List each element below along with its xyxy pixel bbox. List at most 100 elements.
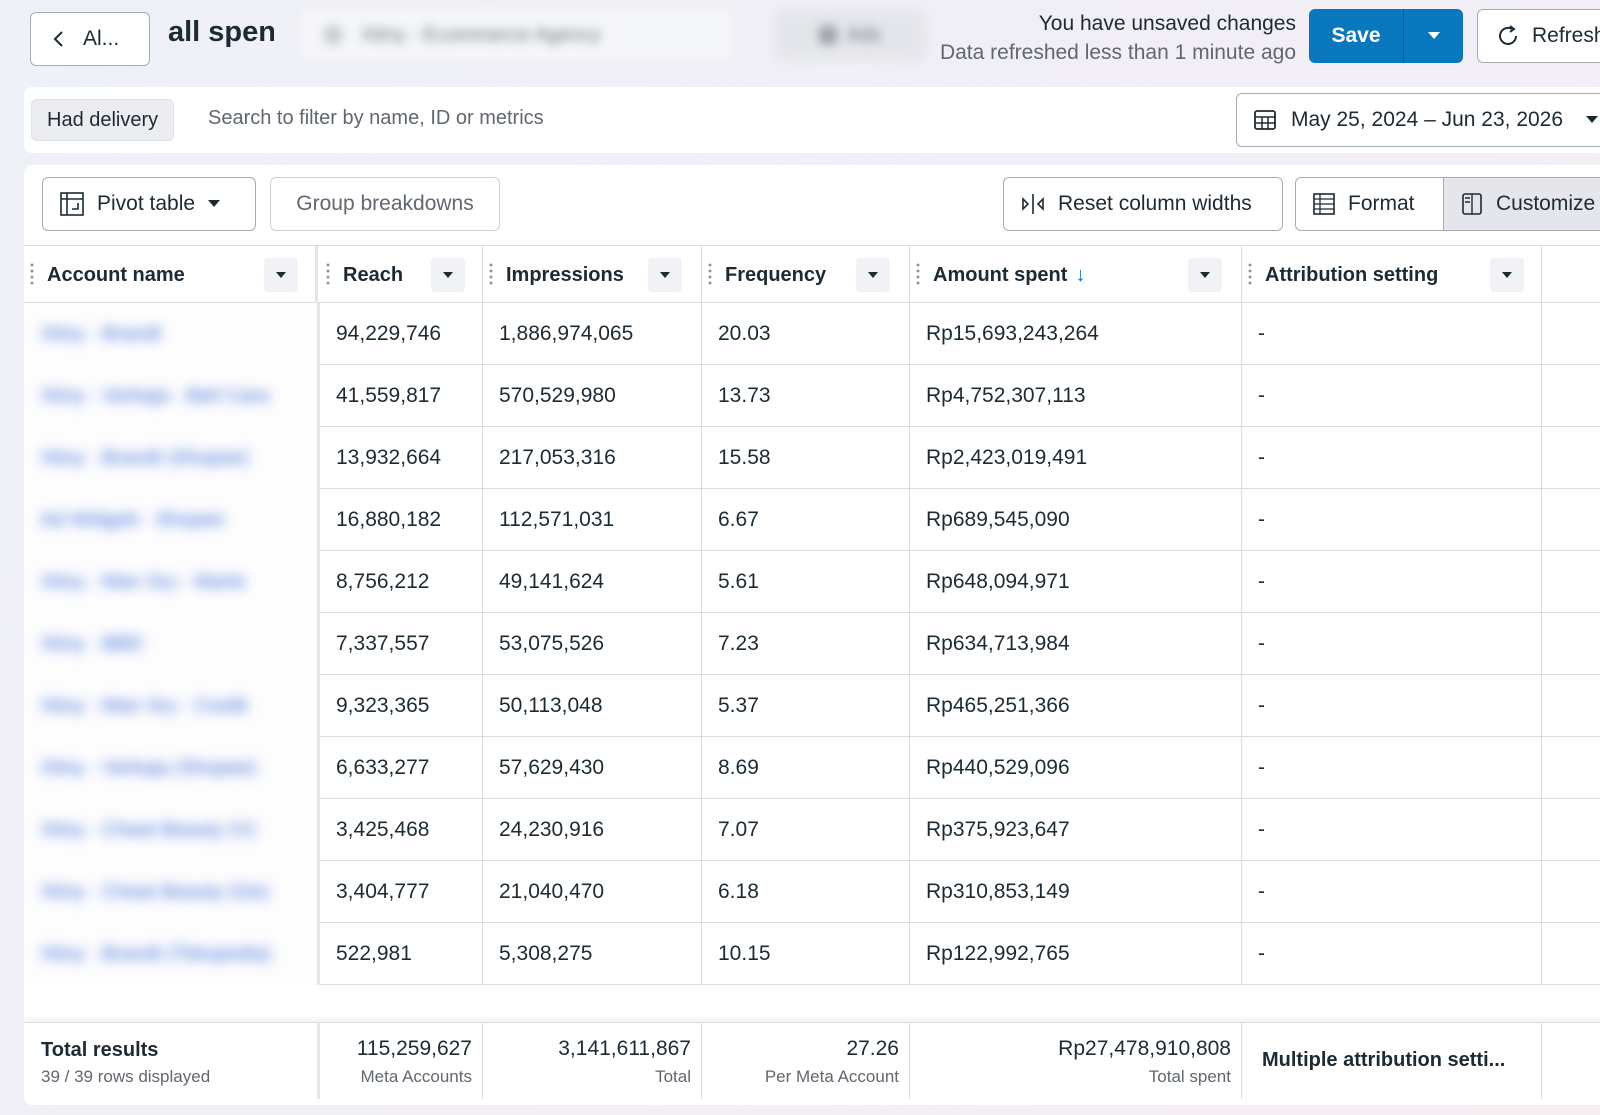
column-header-frequency[interactable]: Frequency xyxy=(702,246,910,304)
reach-cell: 7,337,557 xyxy=(320,613,483,675)
search-input[interactable]: Search to filter by name, ID or metrics xyxy=(208,107,544,129)
had-delivery-filter-chip[interactable]: Had delivery xyxy=(31,99,175,141)
column-header-impressions[interactable]: Impressions xyxy=(483,246,702,304)
frequency-cell: 6.18 xyxy=(702,861,910,923)
column-label: Frequency xyxy=(725,263,827,286)
account-name-cell[interactable]: Xtiny - Verkaja - Beli Cara xyxy=(24,365,320,427)
table-row[interactable]: Xtiny - Verkaja (Shopee) 6,633,277 57,629,… xyxy=(24,737,1600,799)
account-name-cell[interactable]: Ad Widgett - Shopee xyxy=(24,489,320,551)
column-menu-button[interactable] xyxy=(431,258,465,292)
impressions-cell: 21,040,470 xyxy=(483,861,702,923)
totals-frequency-value: 27.26 xyxy=(846,1037,899,1060)
attribution-cell-text: - xyxy=(1258,756,1265,779)
account-name-cell[interactable]: Xtiny - BBD xyxy=(24,613,320,675)
table-row[interactable]: Xtiny - Brandt 94,229,746 1,886,974,065 20.… xyxy=(24,303,1600,365)
column-label-text: Amount spent xyxy=(933,263,1068,286)
amount-spent-cell-text: Rp2,423,019,491 xyxy=(926,446,1088,469)
table-row[interactable]: Ad Widgett - Shopee 16,880,182 112,571,031… xyxy=(24,489,1600,551)
column-menu-button[interactable] xyxy=(1188,258,1222,292)
table-row[interactable]: Xtiny - Cheat Beauty (Ge) 3,404,777 21,040… xyxy=(24,861,1600,923)
account-name-cell[interactable]: Xtiny - Brandt (Tokopedia) xyxy=(24,923,320,985)
frequency-cell: 5.37 xyxy=(702,675,910,737)
account-name-cell-text[interactable]: Xtiny - Brandt (Tokopedia) xyxy=(40,942,272,965)
account-name-cell-text[interactable]: Xtiny - BBD xyxy=(40,632,144,655)
sort-descending-icon[interactable]: ↓ xyxy=(1075,263,1086,286)
group-breakdowns-button[interactable]: Group breakdowns xyxy=(270,177,500,231)
table-row[interactable]: Xtiny - Man Sry - Credit 9,323,365 50,113,… xyxy=(24,675,1600,737)
reach-cell-text: 16,880,182 xyxy=(336,508,442,531)
column-menu-button[interactable] xyxy=(648,258,682,292)
column-header-attribution[interactable]: Attribution setting xyxy=(1242,246,1542,304)
column-menu-button[interactable] xyxy=(856,258,890,292)
account-name-cell-text[interactable]: Xtiny - Cheat Beauty (Ge) xyxy=(40,880,269,903)
column-menu-button[interactable] xyxy=(264,258,298,292)
table-row[interactable]: Xtiny - Cheat Beauty (V) 3,425,468 24,230,… xyxy=(24,799,1600,861)
pivot-table-button[interactable]: Pivot table xyxy=(42,177,256,231)
account-name-cell[interactable]: Xtiny - Brandt xyxy=(24,303,320,365)
format-button[interactable]: Format xyxy=(1295,177,1444,231)
column-header-account[interactable]: Account name xyxy=(24,246,318,304)
unsaved-message: You have unsaved changes xyxy=(1038,12,1296,35)
save-options-button[interactable] xyxy=(1403,9,1463,63)
ads-chip[interactable]: Ads xyxy=(774,10,926,60)
reset-column-widths-button[interactable]: Reset column widths xyxy=(1003,177,1283,231)
account-name-cell[interactable]: Xtiny - Man Sry - Marte xyxy=(24,551,320,613)
table-row[interactable]: Xtiny - BBD 7,337,557 53,075,526 7.23 Rp634,… xyxy=(24,613,1600,675)
ads-icon xyxy=(818,26,837,44)
account-selector[interactable]: Xtiny - Ecommerce Agency xyxy=(298,6,734,64)
impressions-cell: 112,571,031 xyxy=(483,489,702,551)
customize-label: Customize xyxy=(1496,192,1596,215)
totals-impressions-value: 3,141,611,867 xyxy=(558,1037,691,1060)
reach-cell: 3,425,468 xyxy=(320,799,483,861)
back-button[interactable]: Al... xyxy=(30,12,150,66)
frequency-cell: 7.07 xyxy=(702,799,910,861)
account-name-cell-text[interactable]: Xtiny - Brandt xyxy=(40,322,162,345)
account-name-cell-text[interactable]: Xtiny - Man Sry - Credit xyxy=(40,694,248,717)
save-button[interactable]: Save xyxy=(1309,9,1403,63)
account-name-cell-text[interactable]: Xtiny - Verkaja - Beli Cara xyxy=(40,384,269,407)
impressions-cell: 49,141,624 xyxy=(483,551,702,613)
account-name-cell-text[interactable]: Xtiny - Man Sry - Marte xyxy=(40,570,246,593)
frequency-cell: 20.03 xyxy=(702,303,910,365)
drag-handle-icon[interactable] xyxy=(30,262,34,286)
refresh-button[interactable]: Refresh xyxy=(1477,9,1600,63)
drag-handle-icon[interactable] xyxy=(916,262,920,286)
caret-down-icon xyxy=(1200,272,1210,278)
account-name-cell-text[interactable]: Xtiny - Cheat Beauty (V) xyxy=(40,818,256,841)
account-icon xyxy=(323,25,343,45)
totals-reach-cell: 115,259,627 Meta Accounts xyxy=(320,1023,483,1099)
table-row[interactable]: Xtiny - Brandt (Shopee) 13,932,664 217,053… xyxy=(24,427,1600,489)
account-name-cell[interactable]: Xtiny - Cheat Beauty (Ge) xyxy=(24,861,320,923)
ads-chip-label: Ads xyxy=(846,23,882,46)
account-name-cell-text[interactable]: Xtiny - Brandt (Shopee) xyxy=(40,446,249,469)
date-range-picker[interactable]: May 25, 2024 – Jun 23, 2026 xyxy=(1236,93,1600,147)
totals-impressions-cell: 3,141,611,867 Total xyxy=(483,1023,702,1099)
frequency-cell: 8.69 xyxy=(702,737,910,799)
reach-cell-text: 9,323,365 xyxy=(336,694,430,717)
column-header-reach[interactable]: Reach xyxy=(320,246,483,304)
frequency-cell: 7.23 xyxy=(702,613,910,675)
drag-handle-icon[interactable] xyxy=(326,262,330,286)
drag-handle-icon[interactable] xyxy=(1248,262,1252,286)
account-name-cell[interactable]: Xtiny - Brandt (Shopee) xyxy=(24,427,320,489)
table-row[interactable]: Xtiny - Man Sry - Marte 8,756,212 49,141,6… xyxy=(24,551,1600,613)
pivot-icon xyxy=(60,192,84,216)
account-name-cell-text[interactable]: Ad Widgett - Shopee xyxy=(40,508,225,531)
table-row[interactable]: Xtiny - Verkaja - Beli Cara 41,559,817 570… xyxy=(24,365,1600,427)
account-name-cell[interactable]: Xtiny - Cheat Beauty (V) xyxy=(24,799,320,861)
account-name-cell-text[interactable]: Xtiny - Verkaja (Shopee) xyxy=(40,756,257,779)
column-header-amount-spent[interactable]: Amount spent ↓ xyxy=(910,246,1242,304)
attribution-cell-text: - xyxy=(1258,322,1265,345)
account-selector-label: Xtiny - Ecommerce Agency xyxy=(361,23,602,46)
table-row[interactable]: Xtiny - Brandt (Tokopedia) 522,981 5,308,2… xyxy=(24,923,1600,985)
drag-handle-icon[interactable] xyxy=(489,262,493,286)
drag-handle-icon[interactable] xyxy=(708,262,712,286)
report-title[interactable]: all spen xyxy=(168,16,274,48)
customize-button[interactable]: Customize xyxy=(1443,177,1600,231)
amount-spent-cell: Rp465,251,366 xyxy=(910,675,1242,737)
account-name-cell[interactable]: Xtiny - Man Sry - Credit xyxy=(24,675,320,737)
account-name-cell[interactable]: Xtiny - Verkaja (Shopee) xyxy=(24,737,320,799)
impressions-cell-text: 5,308,275 xyxy=(499,942,593,965)
amount-spent-cell-text: Rp4,752,307,113 xyxy=(926,384,1086,407)
column-menu-button[interactable] xyxy=(1490,258,1524,292)
